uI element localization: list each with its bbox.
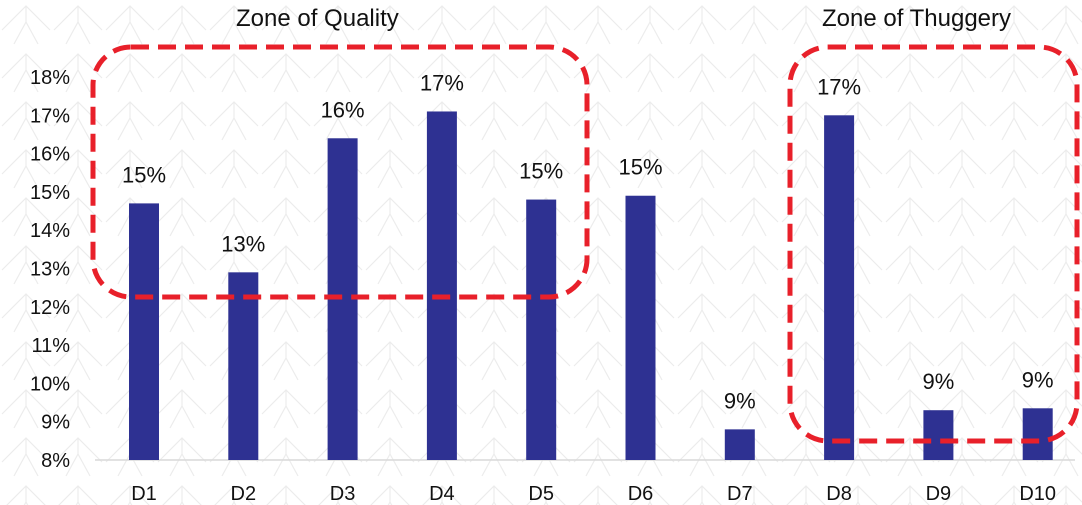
zone-quality-title: Zone of Quality <box>236 5 399 32</box>
y-tick-label: 10% <box>30 373 70 395</box>
data-label: 15% <box>122 162 166 187</box>
bar-d8 <box>824 115 855 461</box>
y-tick-label: 14% <box>30 220 70 242</box>
bar-d6 <box>625 195 656 461</box>
x-tick-label: D9 <box>926 483 952 505</box>
x-tick-label: D10 <box>1019 483 1056 505</box>
x-tick-label: D8 <box>826 483 852 505</box>
y-tick-label: 18% <box>30 67 70 89</box>
bar-d5 <box>526 199 557 460</box>
zone-quality-box <box>90 44 590 300</box>
x-tick-label: D3 <box>330 483 356 505</box>
x-tick-label: D4 <box>429 483 455 505</box>
y-tick-label: 15% <box>30 182 70 204</box>
data-label: 15% <box>519 159 563 184</box>
data-label: 15% <box>618 155 662 180</box>
bar-d7 <box>724 429 755 460</box>
bar-d1 <box>129 203 159 460</box>
y-tick-label: 11% <box>31 335 70 357</box>
data-label: 9% <box>724 388 756 413</box>
y-tick-label: 8% <box>41 450 70 472</box>
bar-d10 <box>1022 408 1053 460</box>
data-label: 16% <box>321 97 365 122</box>
y-tick-label: 12% <box>30 297 70 319</box>
x-tick-label: D2 <box>231 483 257 505</box>
y-tick-label: 16% <box>30 144 70 166</box>
data-label: 9% <box>1022 367 1054 392</box>
bar-d9 <box>923 410 954 460</box>
x-tick-label: D5 <box>528 483 554 505</box>
data-label: 17% <box>817 74 861 99</box>
x-tick-label: D1 <box>131 483 157 505</box>
x-tick-label: D7 <box>727 483 753 505</box>
data-label: 9% <box>923 369 955 394</box>
zone-thuggery-title: Zone of Thuggery <box>822 5 1012 32</box>
y-tick-label: 9% <box>41 412 70 434</box>
bar-d4 <box>426 111 457 460</box>
data-label: 13% <box>221 231 265 256</box>
bar-d2 <box>228 272 259 460</box>
y-tick-label: 17% <box>30 105 70 127</box>
y-tick-label: 13% <box>30 259 70 281</box>
x-tick-label: D6 <box>628 483 654 505</box>
data-label: 17% <box>420 70 464 95</box>
